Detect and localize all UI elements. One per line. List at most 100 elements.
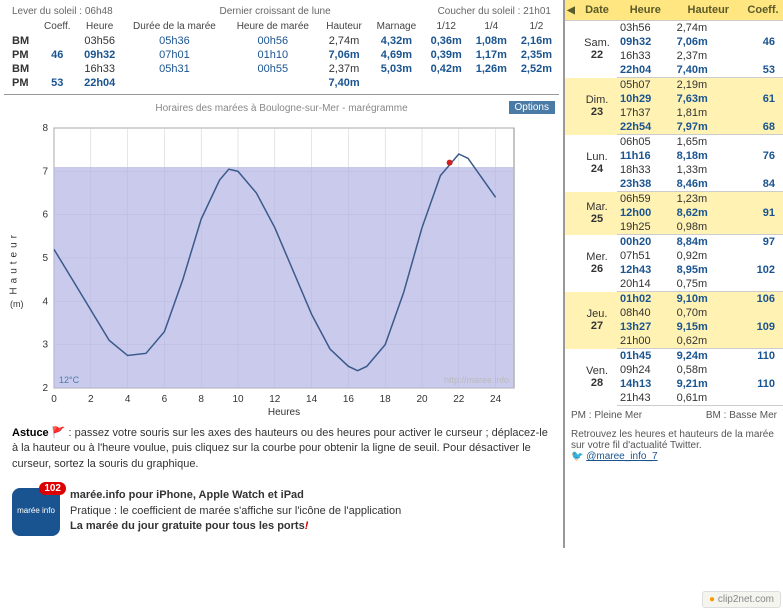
tide-heure: 16h33 xyxy=(77,62,122,76)
tide-heure: 22h04 xyxy=(77,76,122,90)
tide-12: 0,36m xyxy=(424,34,469,48)
svg-text:4: 4 xyxy=(124,394,130,405)
fc-coef: 46 xyxy=(743,35,783,49)
forecast-day[interactable]: Jeu.27 xyxy=(577,292,617,349)
svg-text:2: 2 xyxy=(88,394,94,405)
fc-heure: 21h00 xyxy=(617,334,674,349)
fc-haut: 1,23m xyxy=(674,192,743,207)
fc-haut: 9,15m xyxy=(674,320,743,334)
svg-text:18: 18 xyxy=(379,394,391,405)
col-hauteur: Hauteur xyxy=(319,19,369,34)
fc-heure: 06h05 xyxy=(617,135,674,150)
fc-haut: 7,40m xyxy=(674,63,743,78)
chart-yunit: (m) xyxy=(4,299,24,309)
fc-haut: 9,10m xyxy=(674,292,743,307)
sunset: Coucher du soleil : 21h01 xyxy=(438,6,551,17)
fc-coef: 109 xyxy=(743,320,783,334)
twitter-icon: 🐦 xyxy=(571,451,586,462)
svg-text:http://maree.info: http://maree.info xyxy=(443,375,508,385)
fc-haut: 1,33m xyxy=(674,163,743,177)
svg-text:16: 16 xyxy=(342,394,354,405)
fc-coef xyxy=(743,49,783,63)
app-icon[interactable]: 102 marée info xyxy=(12,488,60,536)
chart-options-button[interactable]: Options xyxy=(509,101,555,114)
fc-heure: 13h27 xyxy=(617,320,674,334)
forecast-day[interactable]: Mar.25 xyxy=(577,192,617,235)
fc-heure: 07h51 xyxy=(617,249,674,263)
svg-text:24: 24 xyxy=(490,394,502,405)
fc-haut: 8,46m xyxy=(674,177,743,192)
fc-heure: 17h37 xyxy=(617,106,674,120)
fc-heure: 23h38 xyxy=(617,177,674,192)
fc-heure: 20h14 xyxy=(617,277,674,292)
fc-haut: 1,65m xyxy=(674,135,743,150)
fc-coef: 84 xyxy=(743,177,783,192)
tide-hmaree: 00h56 xyxy=(227,34,319,48)
clip2net-badge[interactable]: ● clip2net.com xyxy=(702,591,781,608)
tide-heure: 09h32 xyxy=(77,48,122,62)
fc-coef: 106 xyxy=(743,292,783,307)
forecast-day[interactable]: Sam.22 xyxy=(577,21,617,78)
fc-haut: 7,06m xyxy=(674,35,743,49)
fc-heure: 08h40 xyxy=(617,306,674,320)
fc-heure: 16h33 xyxy=(617,49,674,63)
prev-arrow-icon[interactable]: ◀ xyxy=(565,0,577,21)
fc-coef: 91 xyxy=(743,206,783,220)
fc-heure: 12h00 xyxy=(617,206,674,220)
fc-heure: 21h43 xyxy=(617,391,674,406)
svg-text:6: 6 xyxy=(161,394,167,405)
tide-haut: 7,40m xyxy=(319,76,369,90)
forecast-table: ◀ Date Heure Hauteur Coeff. Sam.2203h562… xyxy=(565,0,783,406)
tide-haut: 2,37m xyxy=(319,62,369,76)
fc-coef xyxy=(743,220,783,235)
forecast-day[interactable]: Mer.26 xyxy=(577,235,617,292)
forecast-day[interactable]: Dim.23 xyxy=(577,78,617,135)
svg-text:6: 6 xyxy=(42,210,48,221)
hdr-heure: Heure xyxy=(617,0,674,21)
svg-text:20: 20 xyxy=(416,394,428,405)
tide-marn: 4,32m xyxy=(369,34,424,48)
fc-heure: 09h32 xyxy=(617,35,674,49)
fc-heure: 00h20 xyxy=(617,235,674,250)
tide-type: PM xyxy=(4,76,37,90)
fc-haut: 0,62m xyxy=(674,334,743,349)
fc-heure: 22h54 xyxy=(617,120,674,135)
forecast-day[interactable]: Lun.24 xyxy=(577,135,617,192)
tide-coeff: 53 xyxy=(37,76,77,90)
tide-hmaree: 01h10 xyxy=(227,48,319,62)
tide-chart[interactable]: 024681012141618202224234567812°Chttp://m… xyxy=(24,118,524,418)
fc-heure: 09h24 xyxy=(617,363,674,377)
fc-coef xyxy=(743,334,783,349)
tide-duree xyxy=(122,76,226,90)
sunrise: Lever du soleil : 06h48 xyxy=(12,6,113,17)
fc-haut: 9,24m xyxy=(674,349,743,364)
fc-coef xyxy=(743,135,783,150)
fc-coef xyxy=(743,21,783,36)
fc-heure: 12h43 xyxy=(617,263,674,277)
twitter-link[interactable]: @maree_info_7 xyxy=(586,451,657,462)
svg-text:8: 8 xyxy=(198,394,204,405)
fc-haut: 1,81m xyxy=(674,106,743,120)
fc-heure: 06h59 xyxy=(617,192,674,207)
app-title: marée.info pour iPhone, Apple Watch et i… xyxy=(70,488,401,503)
svg-text:7: 7 xyxy=(42,166,48,177)
tide-coeff xyxy=(37,62,77,76)
tide-marn: 4,69m xyxy=(369,48,424,62)
tide-type: BM xyxy=(4,34,37,48)
col-hmaree: Heure de marée xyxy=(227,19,319,34)
fc-haut: 2,74m xyxy=(674,21,743,36)
tide-4: 1,17m xyxy=(469,48,514,62)
fc-haut: 0,70m xyxy=(674,306,743,320)
tide-2: 2,16m xyxy=(514,34,559,48)
fc-haut: 7,97m xyxy=(674,120,743,135)
fc-coef: 102 xyxy=(743,263,783,277)
moon-phase: Dernier croissant de lune xyxy=(220,6,331,17)
fc-heure: 01h45 xyxy=(617,349,674,364)
fc-haut: 0,75m xyxy=(674,277,743,292)
fc-coef xyxy=(743,249,783,263)
forecast-day[interactable]: Ven.28 xyxy=(577,349,617,406)
fc-haut: 8,95m xyxy=(674,263,743,277)
tide-duree: 05h31 xyxy=(122,62,226,76)
tide-coeff: 46 xyxy=(37,48,77,62)
col-marnage: Marnage xyxy=(369,19,424,34)
